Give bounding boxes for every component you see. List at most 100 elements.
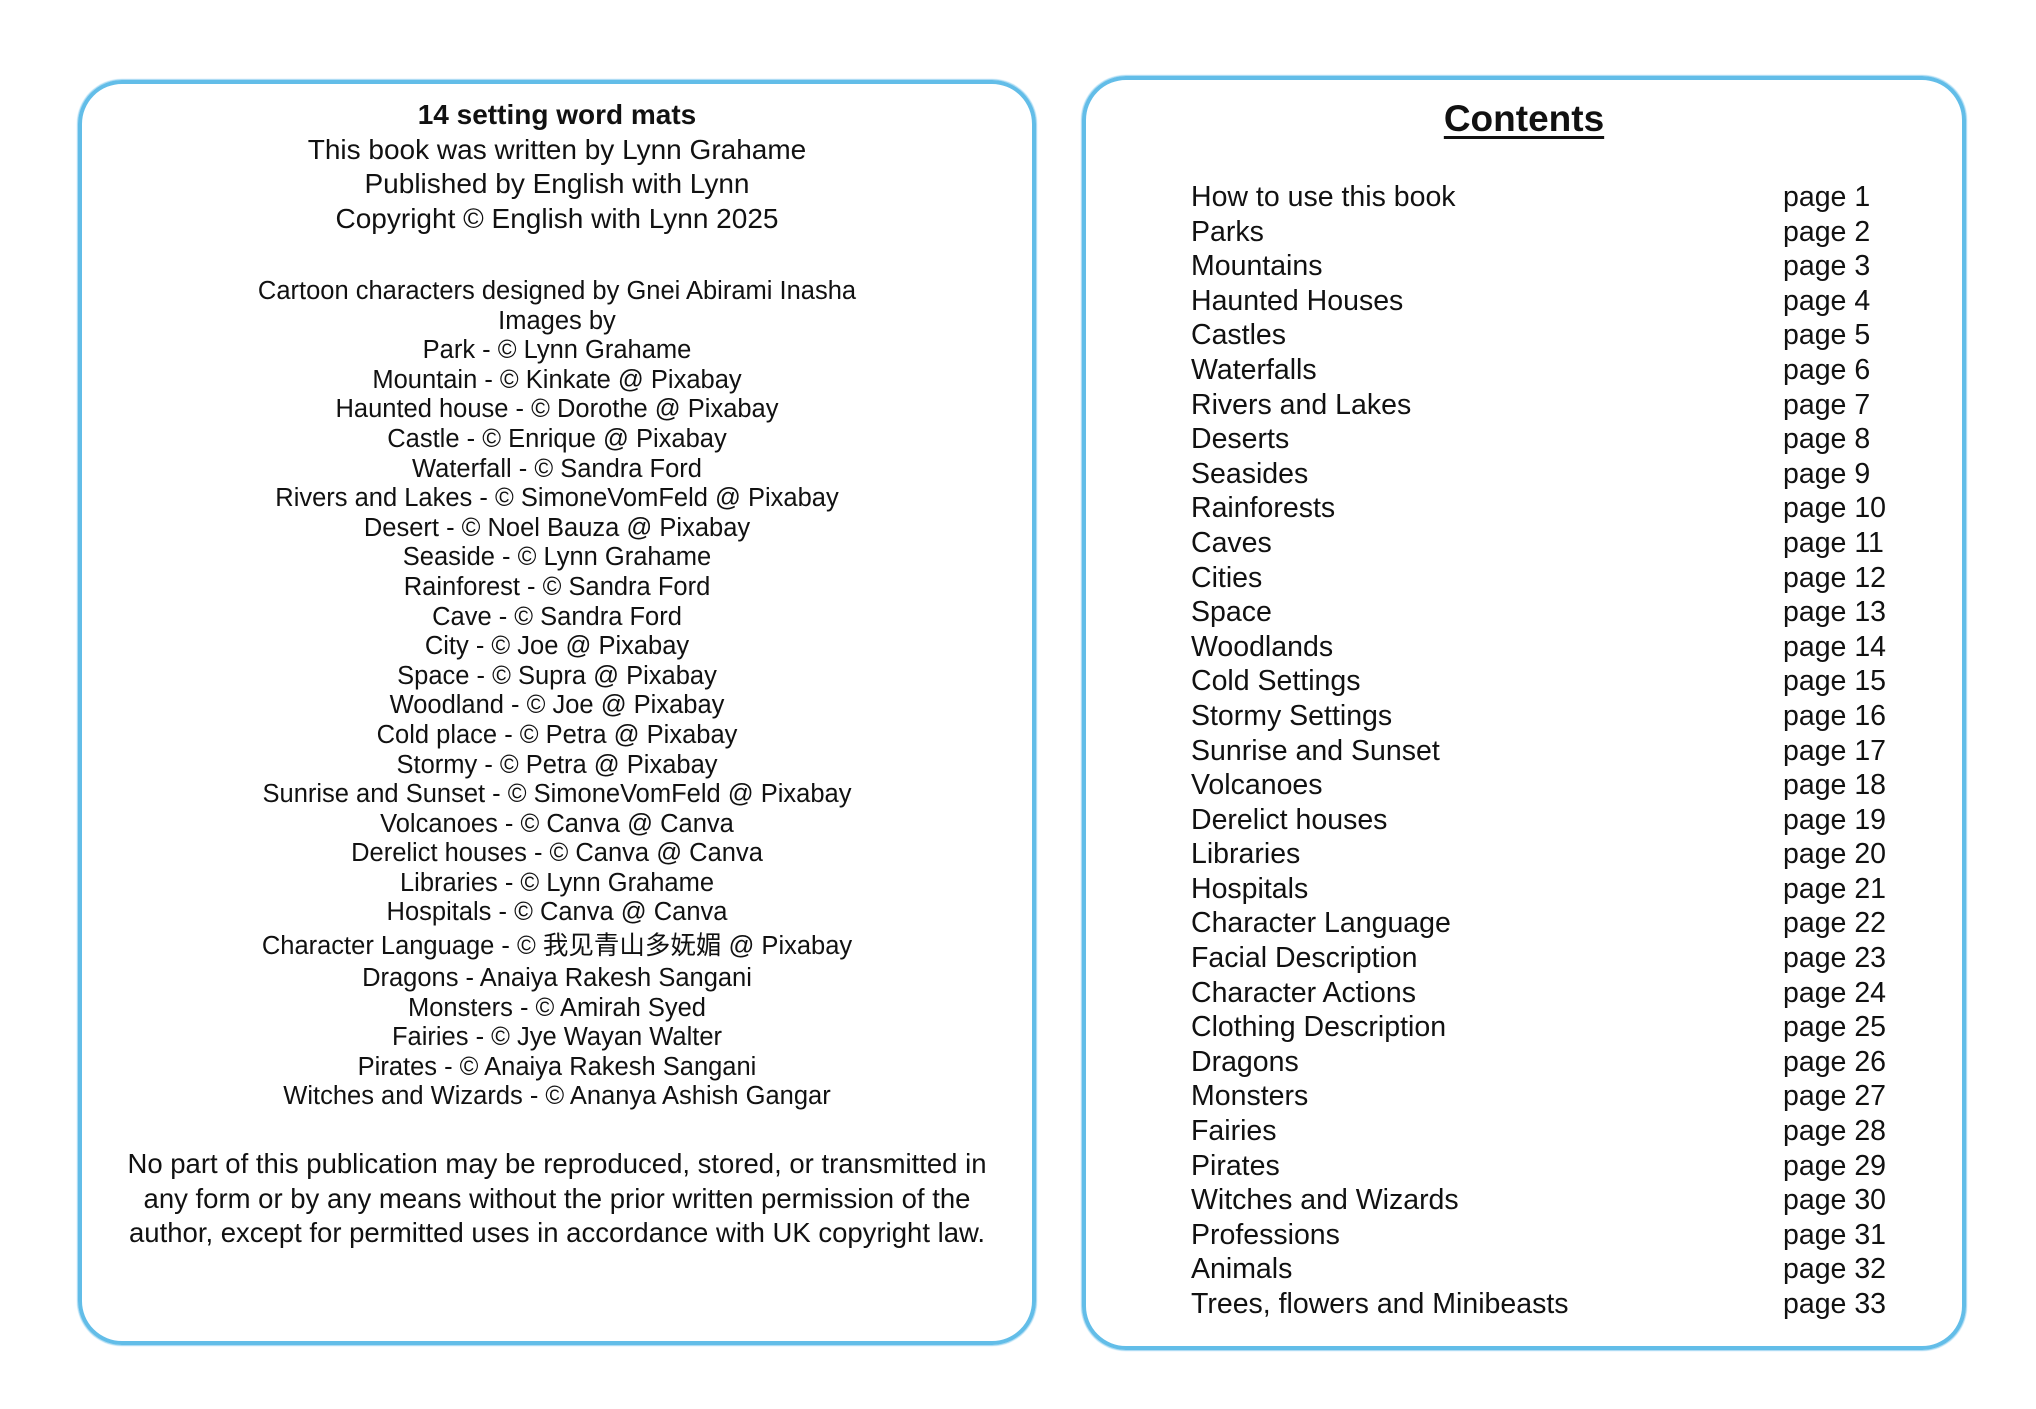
contents-item: Waterfalls page 6 xyxy=(1191,353,1891,388)
contents-item-label: Rainforests xyxy=(1191,492,1336,525)
contents-item-page: page 3 xyxy=(1783,250,1871,283)
contents-item-page: page 16 xyxy=(1783,699,1887,732)
contents-list: How to use this book page 1 Parks page 2 Mou… xyxy=(1191,180,1891,1322)
book-heading: 14 setting word mats xyxy=(417,99,697,130)
image-credit-line: Fairies - © Jye Wayan Walter xyxy=(391,1023,723,1052)
contents-item-label: Seasides xyxy=(1191,457,1309,490)
image-credit-line: Pirates - © Anaiya Rakesh Sangani xyxy=(357,1052,757,1081)
image-credit-line: Monsters - © Amirah Syed xyxy=(408,993,706,1022)
contents-item: Facial Description page 23 xyxy=(1191,941,1891,976)
legal-notice: No part of this publication may be repro… xyxy=(82,1147,1032,1251)
contents-item-page: page 15 xyxy=(1783,665,1887,698)
contents-item-page: page 1 xyxy=(1783,181,1871,213)
contents-item: Fairies page 28 xyxy=(1191,1114,1891,1149)
image-credit-line: Witches and Wizards - © Ananya Ashish Ga… xyxy=(283,1082,831,1111)
image-credit-line: City - © Joe @ Pixabay xyxy=(424,632,690,661)
contents-item-page: page 2 xyxy=(1783,215,1871,248)
contents-item-label: Pirates xyxy=(1191,1149,1280,1182)
contents-item-page: page 24 xyxy=(1783,976,1887,1009)
contents-item: Caves page 11 xyxy=(1191,526,1891,561)
image-credits: Cartoon characters designed by Gnei Abir… xyxy=(82,277,1032,1112)
contents-item-page: page 12 xyxy=(1783,561,1887,594)
contents-item: Woodlands page 14 xyxy=(1191,630,1891,665)
contents-item-page: page 5 xyxy=(1783,319,1871,352)
image-credit-line: Desert - © Noel Bauza @ Pixabay xyxy=(363,513,751,542)
contents-item-page: page 32 xyxy=(1783,1253,1887,1286)
contents-item-page: page 26 xyxy=(1783,1045,1887,1078)
contents-item-page: page 18 xyxy=(1783,769,1887,802)
image-credit-line: Libraries - © Lynn Grahame xyxy=(399,868,715,897)
publisher-line: Published by English with Lynn xyxy=(364,168,750,199)
contents-item-label: Character Actions xyxy=(1191,976,1416,1009)
contents-item-label: Deserts xyxy=(1191,423,1290,456)
contents-item: Trees, flowers and Minibeasts page 33 xyxy=(1191,1287,1891,1322)
image-credit-line: Sunrise and Sunset - © SimoneVomFeld @ P… xyxy=(262,780,852,809)
contents-item: Mountains page 3 xyxy=(1191,249,1891,284)
image-credit-line: Castle - © Enrique @ Pixabay xyxy=(387,424,727,453)
contents-item: Stormy Settings page 16 xyxy=(1191,699,1891,734)
contents-item-label: Hospitals xyxy=(1191,872,1309,905)
contents-item: Seasides page 9 xyxy=(1191,457,1891,492)
contents-item-page: page 29 xyxy=(1783,1149,1887,1182)
contents-item-label: Haunted Houses xyxy=(1191,284,1404,317)
contents-item-page: page 31 xyxy=(1783,1218,1887,1251)
contents-item-label: Witches and Wizards xyxy=(1191,1184,1459,1217)
contents-item-label: How to use this book xyxy=(1191,181,1456,213)
contents-item-page: page 21 xyxy=(1783,872,1887,905)
contents-item-label: Volcanoes xyxy=(1191,769,1323,802)
contents-item-label: Animals xyxy=(1191,1253,1293,1286)
contents-item-label: Waterfalls xyxy=(1191,353,1317,386)
contents-item-label: Parks xyxy=(1191,215,1264,248)
copyright-line: Copyright © English with Lynn 2025 xyxy=(335,202,779,234)
image-credit-line: Derelict houses - © Canva @ Canva xyxy=(351,839,763,868)
contents-item-page: page 30 xyxy=(1783,1184,1887,1217)
contents-item-label: Facial Description xyxy=(1191,942,1418,975)
contents-item-page: page 14 xyxy=(1783,630,1887,663)
contents-item: Rainforests page 10 xyxy=(1191,491,1891,526)
contents-item-label: Stormy Settings xyxy=(1191,699,1393,732)
contents-item: Pirates page 29 xyxy=(1191,1149,1891,1184)
contents-item: Monsters page 27 xyxy=(1191,1079,1891,1114)
contents-item-label: Caves xyxy=(1191,526,1272,559)
contents-item-label: Cold Settings xyxy=(1191,665,1361,698)
contents-item: Haunted Houses page 4 xyxy=(1191,284,1891,319)
legal-line: any form or by any means without the pri… xyxy=(143,1182,971,1214)
contents-item-label: Monsters xyxy=(1191,1080,1309,1113)
contents-item-page: page 13 xyxy=(1783,596,1887,629)
image-credit-line: Character Language - © 我见青山多妩媚 @ Pixabay xyxy=(261,932,853,961)
contents-item: Cold Settings page 15 xyxy=(1191,664,1891,699)
designer-credit: Cartoon characters designed by Gnei Abir… xyxy=(257,277,857,305)
contents-item-page: page 6 xyxy=(1783,353,1871,386)
contents-item-page: page 22 xyxy=(1783,907,1887,940)
contents-item: Character Language page 22 xyxy=(1191,906,1891,941)
contents-item-label: Libraries xyxy=(1191,838,1301,871)
contents-item-label: Trees, flowers and Minibeasts xyxy=(1191,1288,1569,1320)
contents-item: Character Actions page 24 xyxy=(1191,976,1891,1011)
contents-item: Animals page 32 xyxy=(1191,1252,1891,1287)
legal-line: No part of this publication may be repro… xyxy=(127,1148,987,1179)
contents-item: Cities page 12 xyxy=(1191,561,1891,596)
contents-item-page: page 33 xyxy=(1783,1288,1887,1320)
contents-item-label: Professions xyxy=(1191,1218,1340,1251)
contents-item-label: Sunrise and Sunset xyxy=(1191,734,1440,767)
image-credit-line: Seaside - © Lynn Grahame xyxy=(402,543,712,572)
contents-item: Volcanoes page 18 xyxy=(1191,768,1891,803)
contents-page-panel: Contents How to use this book page 1 Parks… xyxy=(1082,76,1966,1350)
contents-item-page: page 19 xyxy=(1783,803,1887,836)
contents-item-label: Dragons xyxy=(1191,1045,1299,1078)
contents-item-page: page 4 xyxy=(1783,284,1871,317)
image-credit-line: Cave - © Sandra Ford xyxy=(432,602,682,631)
contents-item: Parks page 2 xyxy=(1191,215,1891,250)
contents-item: Libraries page 20 xyxy=(1191,837,1891,872)
image-credit-line: Rainforest - © Sandra Ford xyxy=(403,572,711,601)
image-credit-line: Rivers and Lakes - © SimoneVomFeld @ Pix… xyxy=(275,484,839,513)
contents-item-label: Character Language xyxy=(1191,907,1451,940)
contents-item-page: page 23 xyxy=(1783,942,1887,975)
contents-item-label: Derelict houses xyxy=(1191,803,1388,836)
contents-title: Contents xyxy=(1443,98,1605,139)
contents-item-label: Castles xyxy=(1191,319,1287,352)
image-credit-line: Hospitals - © Canva @ Canva xyxy=(386,898,728,927)
contents-item-page: page 9 xyxy=(1783,457,1871,490)
image-credit-line: Haunted house - © Dorothe @ Pixabay xyxy=(335,395,779,424)
image-credit-line: Volcanoes - © Canva @ Canva xyxy=(380,809,734,838)
